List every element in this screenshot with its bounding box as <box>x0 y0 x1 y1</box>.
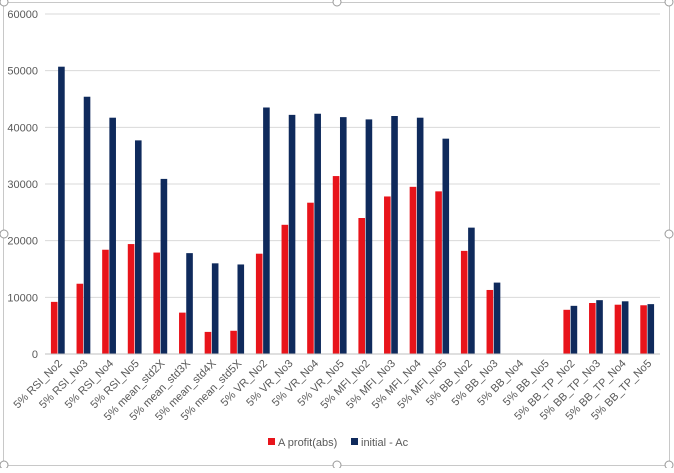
bar-series2-4 <box>160 178 168 354</box>
y-tick-label-40000: 40000 <box>7 122 38 134</box>
bars <box>50 66 655 355</box>
bar-series1-12 <box>358 218 366 354</box>
bar-series2-21 <box>596 300 603 354</box>
bar-series1-11 <box>332 176 340 354</box>
bar-series1-6 <box>204 331 212 354</box>
y-tick-label-50000: 50000 <box>7 66 38 78</box>
bar-series2-0 <box>58 66 65 354</box>
resize-handle-top-right[interactable] <box>664 0 674 7</box>
bar-series1-9 <box>281 224 289 354</box>
bar-series2-11 <box>339 117 347 354</box>
bar-series1-21 <box>589 303 596 354</box>
bar-series1-14 <box>409 186 417 354</box>
bar-series1-22 <box>614 304 622 354</box>
resize-handle-middle-right[interactable] <box>664 229 674 239</box>
bar-series1-15 <box>435 191 442 354</box>
bar-series2-2 <box>109 117 116 354</box>
bar-series2-17 <box>493 282 501 354</box>
y-tick-label-10000: 10000 <box>7 292 38 304</box>
bar-series2-6 <box>211 263 219 354</box>
bar-series2-16 <box>468 227 475 354</box>
bar-series2-12 <box>365 119 373 355</box>
bar-series2-9 <box>288 114 296 354</box>
y-tick-label-20000: 20000 <box>7 236 38 248</box>
bar-series2-10 <box>314 113 321 354</box>
bar-series2-22 <box>621 301 629 354</box>
bar-series2-23 <box>647 304 655 354</box>
legend-swatch-2 <box>351 438 358 445</box>
resize-handle-bottom-left[interactable] <box>0 460 9 470</box>
bar-series2-8 <box>263 107 270 354</box>
bar-series1-0 <box>50 301 58 354</box>
bar-series2-3 <box>134 140 142 354</box>
legend-label-1: A profit(abs) <box>278 437 337 449</box>
bar-series2-14 <box>416 117 424 354</box>
resize-handle-top-left[interactable] <box>0 0 9 7</box>
y-axis-ticks: 0 10000 20000 30000 40000 50000 60000 <box>7 9 38 361</box>
resize-handle-middle-left[interactable] <box>0 229 9 239</box>
bar-series1-2 <box>102 249 109 354</box>
legend-swatch-1 <box>268 438 275 445</box>
legend-label-2: initial - Ac <box>361 437 409 449</box>
bar-series2-1 <box>83 96 91 354</box>
bar-series1-1 <box>76 283 84 354</box>
bar-series1-23 <box>640 305 647 354</box>
bar-series1-5 <box>179 312 186 354</box>
bar-series1-17 <box>486 289 494 354</box>
bar-series2-13 <box>391 116 398 354</box>
legend: A profit(abs) initial - Ac <box>268 437 409 449</box>
resize-handle-top-center[interactable] <box>332 0 342 7</box>
bar-series1-3 <box>127 244 135 354</box>
bar-series1-13 <box>384 196 391 354</box>
resize-handle-bottom-right[interactable] <box>664 460 674 470</box>
bar-series1-8 <box>255 253 263 354</box>
y-tick-label-30000: 30000 <box>7 179 38 191</box>
bar-series1-4 <box>153 252 161 354</box>
bar-series2-20 <box>570 305 578 354</box>
bar-series1-16 <box>460 250 468 354</box>
bar-series2-5 <box>186 253 193 354</box>
bar-series1-20 <box>563 309 571 354</box>
bar-series2-7 <box>237 264 245 354</box>
y-tick-label-0: 0 <box>32 349 38 361</box>
gridlines <box>45 13 660 298</box>
resize-handle-bottom-center[interactable] <box>332 460 342 470</box>
bar-series1-7 <box>230 330 237 354</box>
bar-series2-15 <box>442 138 450 354</box>
y-tick-label-60000: 60000 <box>7 9 38 21</box>
bar-series1-10 <box>307 202 314 354</box>
